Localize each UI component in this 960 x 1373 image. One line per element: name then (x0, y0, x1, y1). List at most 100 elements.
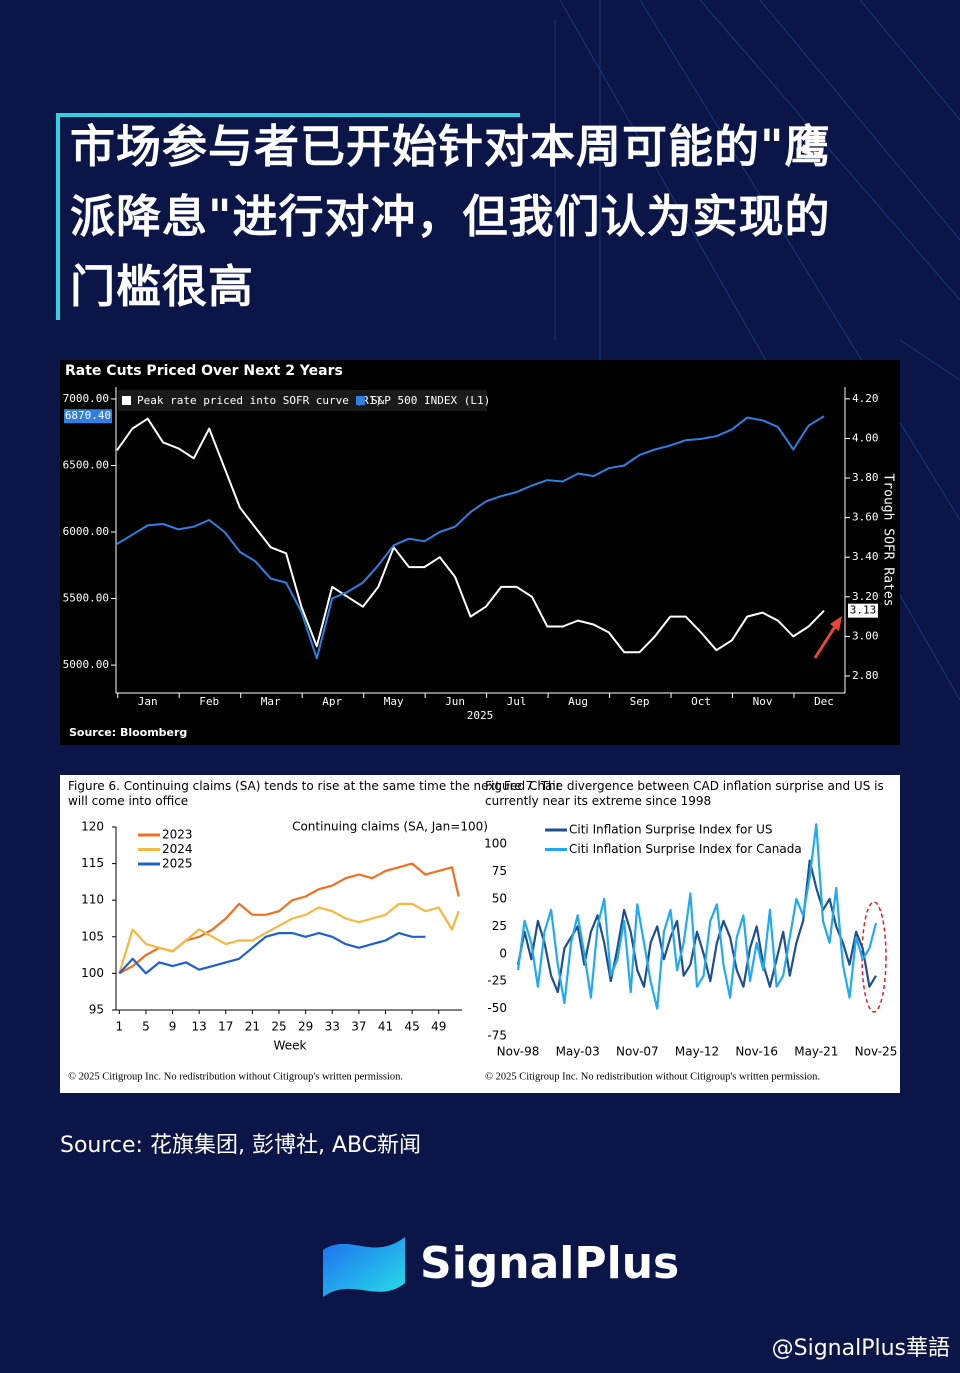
footnote: © 2025 Citigroup Inc. No redistribution … (485, 1071, 820, 1082)
x-tick-label: Feb (199, 695, 219, 708)
y-tick-label: 5500.00 (63, 592, 109, 605)
chart-subtitle: Continuing claims (SA, Jan=100) (292, 820, 488, 834)
legend-label: 2024 (162, 842, 193, 856)
y-tick-label: 0 (499, 946, 507, 960)
y-tick-label: 6000.00 (63, 525, 109, 538)
y-tick-label: 50 (492, 891, 507, 905)
x-tick-label: Dec (814, 695, 834, 708)
x-tick-label: Nov-98 (497, 1045, 540, 1059)
chart-2-panel (60, 775, 900, 1093)
y-tick-label: 100 (484, 837, 507, 851)
highlight-ellipse (861, 901, 887, 1013)
x-tick-label: 21 (245, 1020, 260, 1034)
x-tick-label: Aug (568, 695, 588, 708)
x-tick-label: 37 (351, 1020, 366, 1034)
background-lines (554, 0, 960, 701)
x-tick-label: 41 (378, 1020, 393, 1034)
x-tick-label: May-12 (675, 1045, 719, 1059)
value-label: 6870.40 (65, 409, 111, 422)
x-tick-label: 45 (404, 1020, 419, 1034)
x-tick-label: May-21 (794, 1045, 838, 1059)
page-title: 市场参与者已开始针对本周可能的"鹰派降息"进行对冲，但我们认为实现的门槛很高 (70, 120, 831, 313)
x-tick-label: Nov-16 (735, 1045, 778, 1059)
x-tick-label: 25 (271, 1020, 286, 1034)
x-tick-label: 17 (218, 1020, 233, 1034)
y2-tick-label: 3.60 (852, 511, 879, 524)
y-tick-label: -50 (487, 1001, 507, 1015)
legend-label: 2025 (162, 857, 193, 871)
arrowhead (830, 616, 842, 631)
y-tick-label: 105 (81, 929, 104, 943)
series-line (516, 823, 878, 1010)
y-tick-label: 95 (89, 1003, 104, 1017)
y-tick-label: 115 (81, 856, 104, 870)
x-tick-label: 29 (298, 1020, 313, 1034)
title-frame (56, 113, 520, 320)
x-tick-label: Oct (691, 695, 711, 708)
y2-tick-label: 3.80 (852, 471, 879, 484)
value-label-box (64, 409, 112, 424)
x-axis-label: 2025 (467, 709, 494, 722)
y-tick-label: 120 (81, 820, 104, 834)
chart-title: Figure 7. The divergence between CAD inf… (485, 779, 888, 808)
y-tick-label: 6500.00 (63, 458, 109, 471)
y-tick-label: -25 (487, 974, 507, 988)
series-line (118, 902, 460, 974)
chart-1-legend-box (118, 390, 487, 411)
footnote: © 2025 Citigroup Inc. No redistribution … (68, 1071, 403, 1082)
x-tick-label: Apr (322, 695, 342, 708)
y-tick-label: 25 (492, 919, 507, 933)
x-axis-label: Week (274, 1039, 307, 1053)
y2-tick-label: 4.00 (852, 431, 879, 444)
arrow (813, 624, 838, 659)
y-tick-label: 75 (492, 864, 507, 878)
legend-swatch (122, 396, 131, 405)
y2-tick-label: 3.00 (852, 629, 879, 642)
x-tick-label: Nov (753, 695, 773, 708)
series-line (516, 859, 877, 994)
chart-source: Source: Bloomberg (69, 726, 187, 739)
legend-label: Peak rate priced into SOFR curve (R1) (137, 394, 382, 407)
source: Source: 花旗集团, 彭博社, ABC新闻 (60, 1133, 421, 1158)
x-tick-label: Mar (261, 695, 281, 708)
value-label: 3.13 (850, 604, 877, 617)
y2-tick-label: 4.20 (852, 392, 879, 405)
x-tick-label: Jun (445, 695, 465, 708)
series-line (116, 415, 825, 660)
y-tick-label: 5000.00 (63, 658, 109, 671)
x-tick-label: Jul (507, 695, 527, 708)
y-tick-label: 100 (81, 966, 104, 980)
y-tick-label: 7000.00 (63, 392, 109, 405)
chart-1-panel (60, 360, 900, 745)
y2-tick-label: 3.40 (852, 550, 879, 563)
x-tick-label: Nov-07 (616, 1045, 659, 1059)
chart-title: Rate Cuts Priced Over Next 2 Years (65, 363, 343, 379)
brand: SignalPlus (420, 1238, 679, 1289)
y2-tick-label: 3.20 (852, 590, 879, 603)
y2-axis-label: Trough SOFR Rates (881, 473, 896, 606)
logo-mark (323, 1237, 405, 1297)
x-tick-label: 33 (325, 1020, 340, 1034)
chart-title: Figure 6. Continuing claims (SA) tends t… (68, 779, 564, 808)
x-tick-label: Nov-25 (855, 1045, 898, 1059)
x-tick-label: Sep (630, 695, 650, 708)
legend-label: Citi Inflation Surprise Index for Canada (569, 842, 802, 856)
y-tick-label: -75 (487, 1029, 507, 1043)
x-tick-label: May (384, 695, 404, 708)
value-label-box (848, 603, 878, 618)
x-tick-label: 13 (192, 1020, 207, 1034)
x-tick-label: 1 (116, 1020, 124, 1034)
series-line (118, 932, 426, 975)
y2-tick-label: 2.80 (852, 669, 879, 682)
x-tick-label: 9 (169, 1020, 177, 1034)
x-tick-label: May-03 (556, 1045, 600, 1059)
series-line (116, 417, 825, 654)
x-tick-label: 5 (142, 1020, 150, 1034)
x-tick-label: Jan (138, 695, 158, 708)
legend-label: S&P 500 INDEX (L1) (371, 394, 490, 407)
x-tick-label: 49 (431, 1020, 446, 1034)
legend-label: 2023 (162, 828, 193, 842)
y-tick-label: 110 (81, 893, 104, 907)
